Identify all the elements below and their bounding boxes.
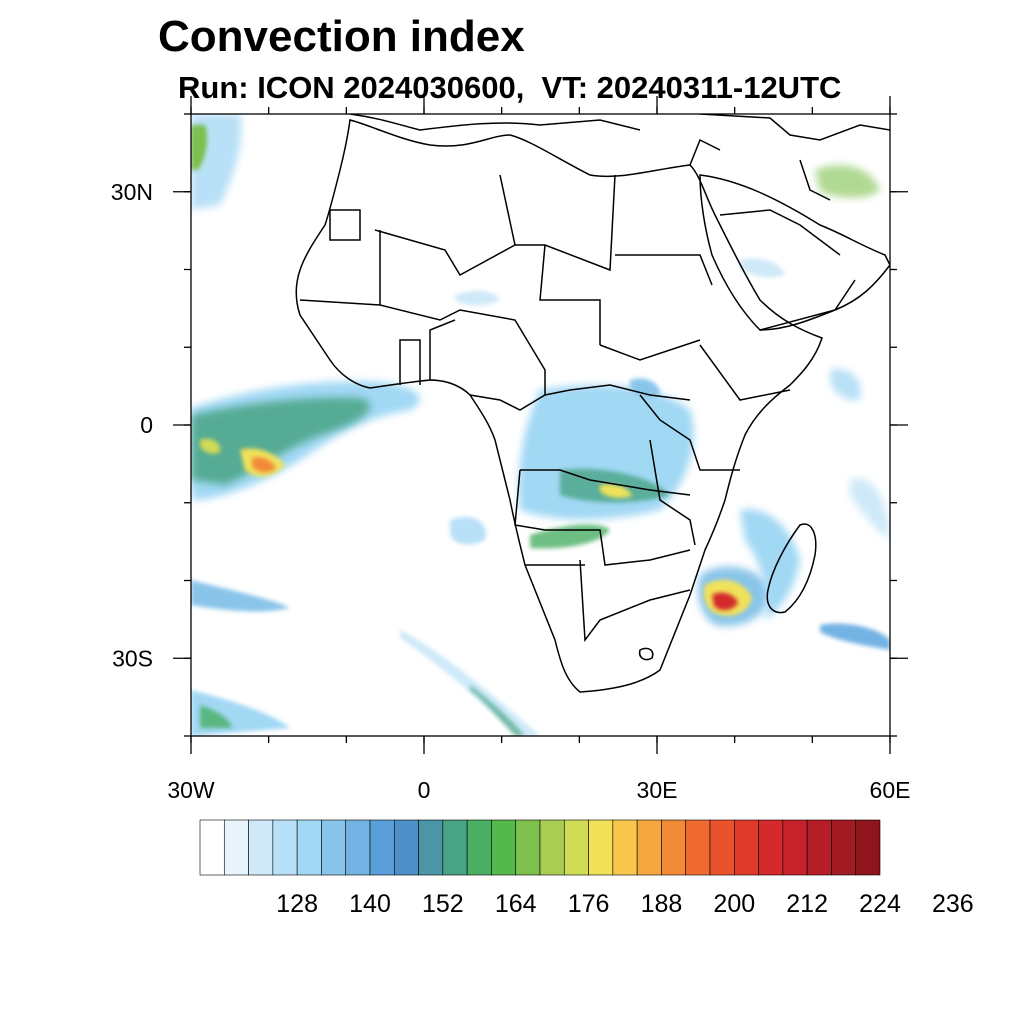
axis-ticks xyxy=(173,96,908,754)
colorbar-swatch xyxy=(199,819,225,876)
colorbar-swatch xyxy=(563,819,589,876)
colorbar-swatch xyxy=(515,819,541,876)
colorbar-swatch xyxy=(636,819,662,876)
colorbar-swatch xyxy=(491,819,517,876)
lon-tick-label: 60E xyxy=(870,777,911,803)
colorbar-swatch xyxy=(442,819,468,876)
colorbar-label: 164 xyxy=(495,890,537,918)
lon-tick-label: 0 xyxy=(418,777,431,803)
colorbar-label: 236 xyxy=(932,890,974,918)
colorbar-swatch xyxy=(296,819,322,876)
colorbar-swatch xyxy=(588,819,614,876)
colorbar-swatch xyxy=(782,819,808,876)
colorbar-label: 224 xyxy=(859,890,901,918)
lat-tick-label: 30S xyxy=(112,645,153,671)
colorbar-swatch xyxy=(369,819,395,876)
arabia-outline xyxy=(699,174,890,331)
colorbar-swatch xyxy=(272,819,298,876)
axis-tick-labels: 30W 0 30E 60E 30N 0 30S xyxy=(111,179,911,803)
colorbar-label: 200 xyxy=(713,890,755,918)
colorbar-swatch xyxy=(806,819,832,876)
colorbar-swatch xyxy=(758,819,784,876)
colorbar-swatch xyxy=(321,819,347,876)
africa-coastline xyxy=(295,119,823,693)
colorbar-label: 176 xyxy=(568,890,610,918)
lon-tick-label: 30W xyxy=(167,777,215,803)
colorbar-label: 140 xyxy=(349,890,391,918)
colorbar-swatch xyxy=(685,819,711,876)
colorbar-swatch xyxy=(709,819,735,876)
colorbar-swatch xyxy=(223,819,249,876)
colorbar-label: 128 xyxy=(276,890,318,918)
colorbar-swatch xyxy=(661,819,687,876)
coastlines-and-borders xyxy=(295,114,890,693)
colorbar-swatch xyxy=(831,819,857,876)
colorbar-swatch xyxy=(345,819,371,876)
colorbar-label: 188 xyxy=(641,890,683,918)
colorbar-swatch xyxy=(466,819,492,876)
colorbar: 128 140 152 164 176 188 200 212 224 236 xyxy=(199,819,974,918)
colorbar-swatch xyxy=(733,819,759,876)
colorbar-swatch xyxy=(393,819,419,876)
convection-field xyxy=(191,114,890,736)
colorbar-swatch xyxy=(418,819,444,876)
colorbar-label: 212 xyxy=(786,890,828,918)
madagascar-outline xyxy=(766,523,817,614)
chart-subtitle: Run: ICON 2024030600, VT: 20240311-12UTC xyxy=(178,70,842,105)
chart-title: Convection index xyxy=(158,12,525,61)
colorbar-swatch xyxy=(855,819,881,876)
lon-tick-label: 30E xyxy=(637,777,678,803)
colorbar-label: 152 xyxy=(422,890,464,918)
lat-tick-label: 30N xyxy=(111,179,153,205)
colorbar-swatch xyxy=(248,819,274,876)
lat-tick-label: 0 xyxy=(140,412,153,438)
colorbar-swatch xyxy=(539,819,565,876)
colorbar-swatch xyxy=(612,819,638,876)
